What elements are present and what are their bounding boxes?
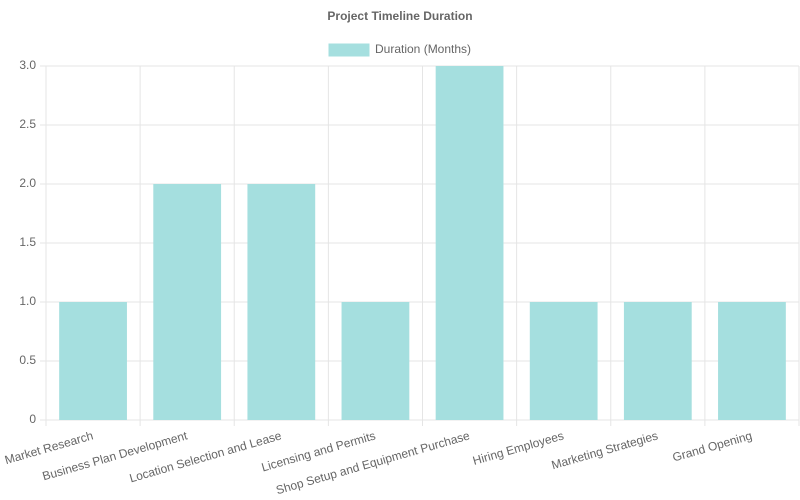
bar: [341, 302, 410, 420]
bar: [435, 66, 504, 420]
x-tick-label: Grand Opening: [671, 428, 754, 464]
y-tick-label: 3.0: [19, 58, 36, 72]
bar: [718, 302, 786, 420]
bar: [529, 302, 598, 420]
y-tick-label: 1.5: [19, 235, 36, 249]
bar: [153, 184, 222, 420]
legend-swatch: [328, 43, 370, 57]
y-tick-label: 1.0: [19, 294, 36, 308]
y-tick-label: 0.5: [19, 353, 36, 367]
y-tick-label: 0: [29, 412, 36, 426]
bar: [623, 302, 692, 420]
chart-title: Project Timeline Duration: [327, 9, 472, 23]
y-tick-label: 2.0: [19, 176, 36, 190]
legend-label: Duration (Months): [375, 42, 471, 56]
bar: [59, 302, 127, 420]
bar: [247, 184, 316, 420]
y-tick-label: 2.5: [19, 117, 36, 131]
x-tick-label: Marketing Strategies: [550, 428, 660, 472]
x-tick-label: Location Selection and Lease: [128, 428, 284, 485]
